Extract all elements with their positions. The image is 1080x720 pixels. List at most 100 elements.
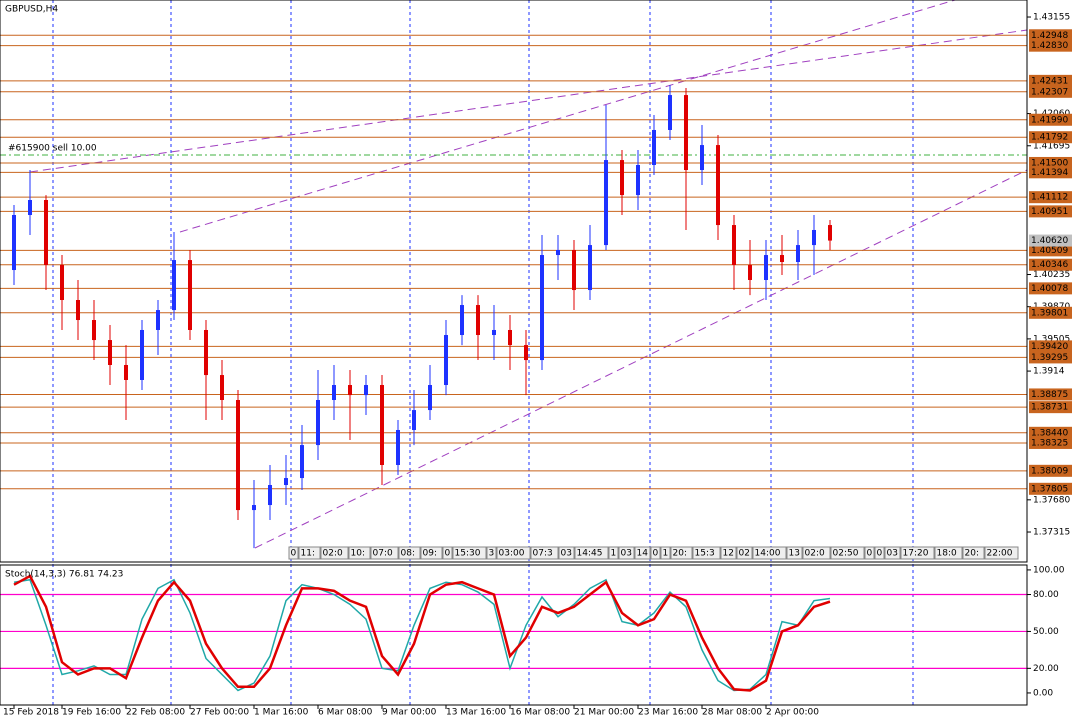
candle-body: [332, 385, 336, 401]
current-price-box: [1029, 234, 1072, 247]
time-marker-box: [320, 546, 349, 560]
time-marker-box: [934, 546, 963, 560]
candle-body: [508, 329, 512, 346]
time-marker: 14: [637, 549, 649, 559]
time-marker-box: [874, 546, 885, 560]
time-marker: 07:0: [373, 549, 393, 559]
time-marker: 0: [877, 549, 883, 559]
y-tick-label: 1.41695: [1033, 141, 1070, 151]
time-marker: 03: [621, 549, 632, 559]
candle-body: [44, 200, 48, 265]
stoch-line: [13, 574, 831, 692]
candle-body: [828, 225, 832, 241]
candle-body: [604, 160, 608, 246]
level-label: 1.37805: [1031, 484, 1068, 494]
level-label-box: [1029, 282, 1072, 295]
time-marker: 09:: [423, 549, 437, 559]
time-marker: 22:00: [987, 549, 1013, 559]
y-tick-label: 1.39505: [1033, 334, 1070, 344]
candle-body: [252, 505, 256, 511]
time-marker-box: [884, 546, 901, 560]
time-marker-box: [736, 546, 753, 560]
time-marker-box: [496, 546, 531, 560]
stoch-title: Stoch(14,3,3) 76.81 74.23: [5, 570, 123, 580]
level-label: 1.38440: [1031, 428, 1068, 438]
level-label: 1.38009: [1031, 466, 1068, 476]
time-marker: 02:0: [805, 549, 825, 559]
candle-body: [572, 250, 576, 291]
time-marker: 20:: [673, 549, 687, 559]
candle-body: [220, 375, 224, 401]
level-label-box: [1029, 113, 1072, 126]
candle-body: [268, 485, 272, 506]
time-marker: 0: [653, 549, 659, 559]
time-marker-box: [720, 546, 737, 560]
price-frame: [0, 0, 1028, 563]
candle-body: [636, 164, 640, 196]
time-marker: 18:0: [937, 549, 957, 559]
candle-body: [364, 385, 368, 396]
candle-body: [716, 145, 720, 226]
time-marker-box: [900, 546, 935, 560]
level-label-box: [1029, 29, 1072, 42]
time-marker-box: [802, 546, 831, 560]
time-marker: 1: [663, 549, 669, 559]
x-tick-label: 9 Mar 00:00: [382, 708, 437, 718]
time-marker: 20:: [965, 549, 979, 559]
x-tick-label: 28 Mar 08:00: [702, 708, 762, 718]
time-marker-box: [830, 546, 865, 560]
candle-body: [60, 264, 64, 301]
candle-body: [540, 255, 544, 361]
time-marker-box: [692, 546, 721, 560]
time-marker-box: [452, 546, 487, 560]
time-marker-box: [864, 546, 875, 560]
time-marker-box: [650, 546, 661, 560]
candle-body: [588, 245, 592, 291]
level-label-box: [1029, 131, 1072, 144]
level-label-box: [1029, 340, 1072, 353]
y-tick-label: 1.43155: [1033, 13, 1070, 23]
candle-body: [748, 264, 752, 280]
time-marker-box: [486, 546, 497, 560]
x-tick-label: 6 Mar 08:00: [318, 708, 373, 718]
candle-body: [620, 160, 624, 196]
candle-body: [188, 260, 192, 330]
time-marker: 3: [489, 549, 495, 559]
level-label: 1.42948: [1031, 31, 1068, 41]
candle-body: [492, 329, 496, 336]
level-label: 1.39295: [1031, 353, 1068, 363]
level-label: 1.40078: [1031, 284, 1068, 294]
candle-body: [460, 305, 464, 336]
candle-body: [124, 364, 128, 380]
level-label: 1.41990: [1031, 115, 1068, 125]
level-label-box: [1029, 388, 1072, 401]
x-tick-label: 27 Feb 00:00: [190, 708, 249, 718]
level-label-box: [1029, 85, 1072, 98]
y-tick-label: 1.40235: [1033, 270, 1070, 280]
level-label: 1.41394: [1031, 168, 1068, 178]
time-marker-box: [984, 546, 1019, 560]
candle-body: [524, 345, 528, 361]
time-marker: 07:3: [533, 549, 553, 559]
candle-body: [380, 385, 384, 465]
time-marker: 14:45: [577, 549, 603, 559]
candle-body: [316, 400, 320, 446]
stoch-y-tick-label: 20.00: [1033, 664, 1059, 674]
stoch-y-tick-label: 0.00: [1033, 688, 1053, 698]
level-label-box: [1029, 306, 1072, 319]
level-label: 1.42431: [1031, 76, 1068, 86]
level-label: 1.42830: [1031, 41, 1068, 51]
level-label-box: [1029, 156, 1072, 169]
stoch-frame: [0, 564, 1028, 706]
time-marker: 10:: [351, 549, 365, 559]
candle-body: [444, 335, 448, 386]
level-label: 1.38731: [1031, 403, 1068, 413]
x-tick-label: 1 Mar 16:00: [254, 708, 309, 718]
y-tick-label: 1.37680: [1033, 495, 1070, 505]
time-marker: 17:20: [903, 549, 929, 559]
level-label: 1.39420: [1031, 342, 1068, 352]
time-marker-box: [574, 546, 609, 560]
time-marker: 08:: [401, 549, 415, 559]
chart-title: GBPUSD,H4: [5, 5, 58, 15]
